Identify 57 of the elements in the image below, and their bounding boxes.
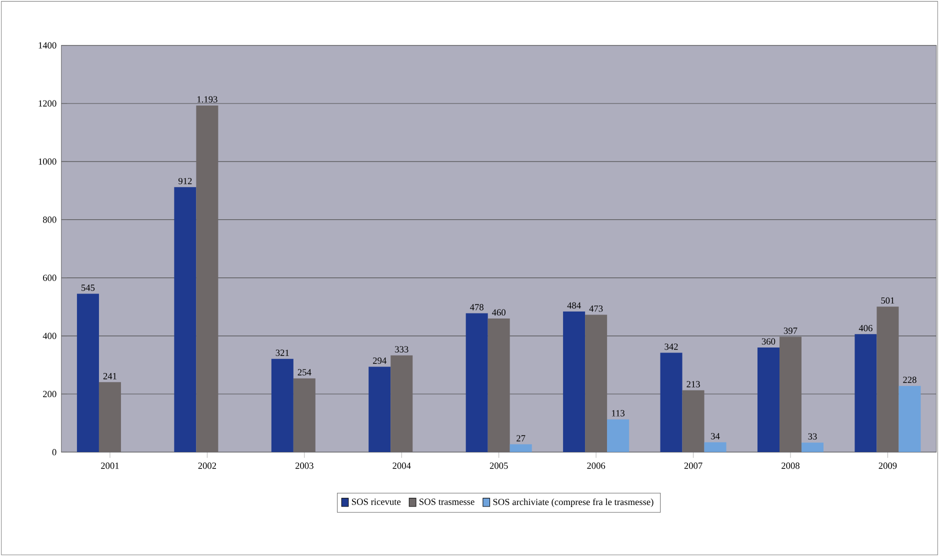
y-tick-label: 600 xyxy=(43,274,56,281)
bar xyxy=(271,358,294,452)
bar xyxy=(757,347,780,452)
y-tick-label: 400 xyxy=(42,332,56,339)
data-label: 294 xyxy=(373,357,386,364)
x-tick-label: 2005 xyxy=(490,462,508,469)
data-label: 254 xyxy=(298,369,312,376)
y-tick-label: 200 xyxy=(43,390,56,398)
data-label: 342 xyxy=(664,343,678,350)
x-tick-label: 2007 xyxy=(684,462,702,469)
data-label: 460 xyxy=(492,309,506,316)
x-tick-label: 2009 xyxy=(878,462,897,469)
x-tick-label: 2003 xyxy=(295,462,314,469)
data-label: 321 xyxy=(276,350,289,356)
data-label: 473 xyxy=(589,305,603,312)
data-label: 545 xyxy=(82,284,95,291)
bar xyxy=(174,187,196,452)
bar xyxy=(898,386,921,452)
data-label: 501 xyxy=(881,297,894,304)
bar xyxy=(466,313,488,452)
bar xyxy=(76,294,99,452)
legend-label: SOS ricevute xyxy=(352,498,401,505)
data-label: 333 xyxy=(395,346,408,352)
data-label: 27 xyxy=(516,435,526,442)
bar xyxy=(563,311,586,452)
data-label: 1.193 xyxy=(198,96,218,102)
x-tick-label: 2001 xyxy=(101,462,119,469)
data-label: 33 xyxy=(808,433,817,440)
legend-label: SOS trasmesse xyxy=(420,498,474,505)
bar xyxy=(607,419,630,452)
x-tick-label: 2006 xyxy=(587,462,606,469)
x-tick-label: 2008 xyxy=(782,462,800,469)
data-label: 360 xyxy=(762,338,776,345)
y-tick-label: 1200 xyxy=(38,100,56,107)
bar xyxy=(660,352,682,452)
data-label: 406 xyxy=(858,324,872,332)
bar xyxy=(854,334,877,452)
data-label: 912 xyxy=(178,178,192,184)
legend-label: SOS archiviate (comprese fra le trasmesse) xyxy=(493,498,654,507)
y-tick-label: 1000 xyxy=(38,158,56,165)
data-label: 113 xyxy=(612,410,625,416)
data-label: 228 xyxy=(903,376,916,383)
bar xyxy=(510,444,532,452)
y-tick-label: 0 xyxy=(52,448,56,456)
y-tick-label: 800 xyxy=(43,216,56,223)
x-tick-label: 2002 xyxy=(198,462,216,469)
data-label: 241 xyxy=(103,372,116,380)
data-label: 213 xyxy=(686,380,700,388)
data-label: 484 xyxy=(567,302,581,308)
bar xyxy=(802,442,824,452)
y-tick-label: 1400 xyxy=(38,42,56,48)
bar xyxy=(704,442,726,452)
bar xyxy=(368,366,391,452)
data-label: 397 xyxy=(784,328,798,334)
data-label: 34 xyxy=(711,432,720,440)
x-tick-label: 2004 xyxy=(392,462,411,469)
data-label: 478 xyxy=(470,304,484,310)
